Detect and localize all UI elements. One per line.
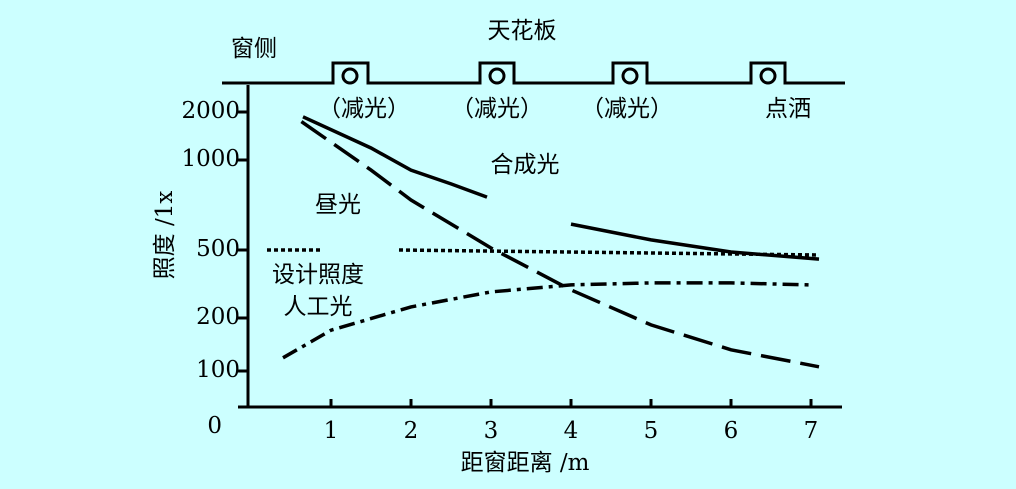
series-label: 合成光: [491, 152, 560, 178]
series-label: 人工光: [284, 294, 353, 320]
y-tick-label: 2000: [181, 98, 240, 124]
lamp: [488, 67, 506, 85]
y-tick-label: 1000: [181, 146, 240, 172]
x-tick-label: 6: [724, 418, 739, 444]
series-label: 设计照度: [272, 262, 364, 288]
lamp: [621, 67, 639, 85]
lamp-label: （减光）: [451, 96, 543, 122]
y-tick-label: 500: [196, 236, 240, 262]
series-line: [300, 120, 820, 369]
x-tick-label: 2: [404, 418, 419, 444]
x-axis-label: 距窗距离 /m: [461, 450, 590, 476]
chart-title: 天花板: [488, 18, 557, 44]
lamp-label: 点洒: [765, 96, 811, 122]
window-label: 窗侧: [231, 36, 277, 62]
series-label: 昼光: [315, 192, 361, 218]
ceiling: [222, 61, 845, 85]
x-tick-label: 5: [644, 418, 659, 444]
x-tick-label: 3: [484, 418, 499, 444]
x-tick-label: 4: [564, 418, 579, 444]
y-tick-label: 100: [196, 357, 240, 383]
y-axis-label: 照度 /1x: [152, 191, 178, 280]
lamp: [341, 67, 359, 85]
y-tick-label: 200: [196, 304, 240, 330]
x-tick-label: 7: [804, 418, 819, 444]
lamp: [759, 67, 777, 85]
series-line: [282, 281, 812, 360]
series-line: [267, 248, 820, 257]
x-tick-label: 1: [324, 418, 339, 444]
lamp-label: （减光）: [581, 96, 673, 122]
series-line: [302, 115, 820, 261]
lamp-label: （减光）: [318, 96, 410, 122]
y-tick-label: 0: [207, 413, 222, 439]
